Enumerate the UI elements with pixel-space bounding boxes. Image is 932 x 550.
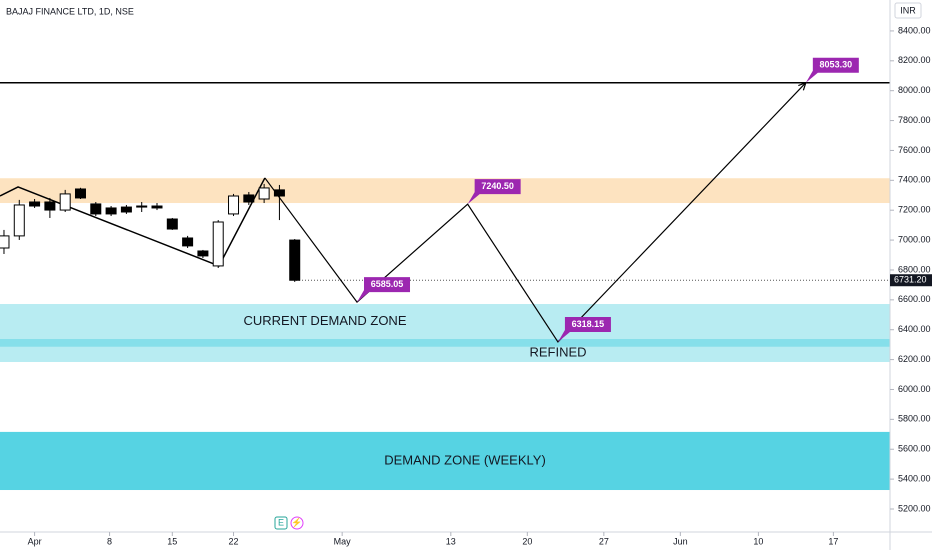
- currency-box[interactable]: [894, 2, 922, 19]
- x-tick-label: 27: [599, 536, 609, 546]
- candle-body: [151, 205, 163, 209]
- x-tick-label: 22: [229, 536, 239, 546]
- x-tick-label: Jun: [673, 536, 688, 546]
- y-tick-label: 6400.00: [898, 324, 931, 334]
- zone-label: CURRENT DEMAND ZONE: [244, 313, 407, 328]
- currency: INR: [900, 5, 916, 15]
- earnings-icon[interactable]: [274, 516, 288, 530]
- candle-body: [74, 188, 86, 199]
- label-bubble: [467, 179, 521, 205]
- plot: [0, 81, 890, 491]
- value-label: 8053.30: [820, 60, 853, 70]
- y-tick-label: 7400.00: [898, 175, 931, 185]
- x-tick-label: 20: [522, 536, 532, 546]
- candle-body: [228, 195, 240, 215]
- label-bubble: [557, 316, 611, 342]
- value-label: 7240.50: [481, 181, 514, 191]
- y-tick-label: 7000.00: [898, 234, 931, 244]
- candle-body: [258, 187, 270, 200]
- dividend-icon[interactable]: [290, 516, 304, 530]
- candle-body: [59, 193, 71, 211]
- y-tick-label: 5400.00: [898, 473, 931, 483]
- y-tick-label: 7800.00: [898, 115, 931, 125]
- y-tick-label: 7600.00: [898, 145, 931, 155]
- pattern-line: [0, 177, 266, 267]
- zone-label: DEMAND ZONE (WEEKLY): [384, 452, 546, 467]
- y-tick-label: 5600.00: [898, 444, 931, 454]
- zone: [0, 178, 890, 204]
- earnings-icon-text: E: [278, 517, 284, 527]
- y-tick-label: 8200.00: [898, 55, 931, 65]
- candle-body: [212, 221, 224, 267]
- candle-body: [105, 207, 117, 215]
- dividend-icon-text: ⚡: [291, 516, 302, 528]
- x-tick-label: 8: [107, 536, 112, 546]
- x-tick-label: May: [334, 536, 352, 546]
- candle-body: [136, 205, 148, 208]
- candle-body: [0, 235, 10, 249]
- candle-body: [182, 237, 194, 247]
- chart-title: BAJAJ FINANCE LTD, 1D, NSE: [6, 6, 134, 16]
- zone: [0, 346, 890, 362]
- candle-body: [243, 194, 255, 203]
- y-tick-label: 6600.00: [898, 294, 931, 304]
- x-tick-label: Apr: [28, 536, 42, 546]
- y-tick-label: 5800.00: [898, 414, 931, 424]
- candle-body: [90, 203, 102, 215]
- value-label: 6318.15: [572, 319, 605, 329]
- y-tick-label: 8400.00: [898, 25, 931, 35]
- label-bubble: [805, 57, 859, 83]
- x-tick-label: 17: [828, 536, 838, 546]
- label-bubble: [357, 277, 411, 303]
- candle-body: [13, 204, 25, 237]
- zone: [0, 304, 890, 339]
- zone: [0, 431, 890, 491]
- zone: [0, 338, 890, 347]
- y-tick-label: 8000.00: [898, 85, 931, 95]
- last-price-box: [890, 274, 932, 287]
- candle-body: [29, 201, 41, 207]
- y-tick-label: 5200.00: [898, 503, 931, 513]
- y-tick-label: 6000.00: [898, 384, 931, 394]
- last-price-label: 6731.20: [894, 275, 927, 285]
- x-tick-label: 10: [753, 536, 763, 546]
- candle-body: [120, 206, 132, 213]
- zone-label: REFINED: [529, 344, 586, 359]
- candle-body: [44, 201, 56, 211]
- y-tick-label: 7200.00: [898, 205, 931, 215]
- value-label: 6585.05: [371, 279, 404, 289]
- candle-body: [289, 239, 301, 281]
- candle-body: [197, 250, 209, 257]
- x-tick-label: 15: [167, 536, 177, 546]
- candle-body: [273, 189, 285, 197]
- candle-body: [166, 218, 178, 230]
- x-tick-label: 13: [446, 536, 456, 546]
- y-tick-label: 6800.00: [898, 264, 931, 274]
- y-tick-label: 6200.00: [898, 354, 931, 364]
